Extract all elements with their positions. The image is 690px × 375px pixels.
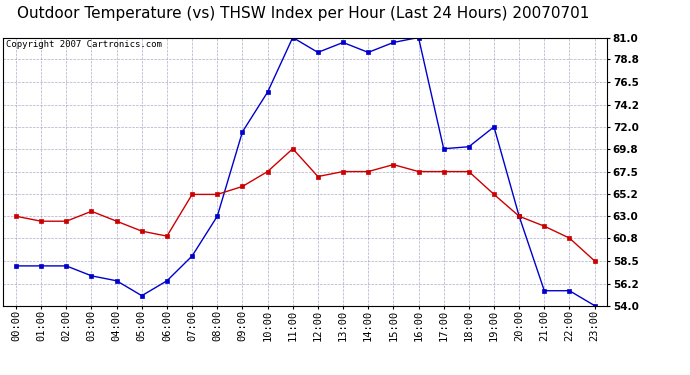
Text: Copyright 2007 Cartronics.com: Copyright 2007 Cartronics.com [6, 40, 162, 49]
Text: Outdoor Temperature (vs) THSW Index per Hour (Last 24 Hours) 20070701: Outdoor Temperature (vs) THSW Index per … [17, 6, 590, 21]
